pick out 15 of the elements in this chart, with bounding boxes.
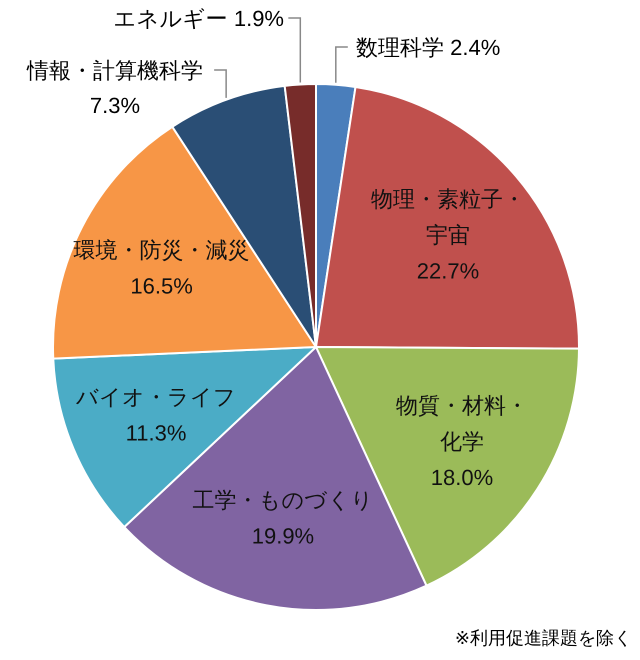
slice-label: 数理科学 2.4% — [356, 35, 500, 60]
slice-label: 環境・防災・減災 — [74, 238, 250, 263]
data-label: 19.9% — [252, 523, 314, 548]
slice-label: バイオ・ライフ — [75, 384, 236, 410]
data-label: 16.5% — [130, 274, 193, 299]
data-label: 22.7% — [416, 258, 480, 284]
slice-label: 物質・材料・化学 — [396, 392, 528, 454]
data-label: 18.0% — [430, 464, 494, 490]
slice-label: エネルギー 1.9% — [114, 6, 284, 31]
data-label: 11.3% — [126, 420, 186, 446]
data-label: 7.3% — [90, 93, 140, 118]
slice-label: 物理・素粒子・宇宙 — [370, 186, 525, 248]
text: ※利用促進課題を除く — [454, 628, 632, 648]
slice-label: 工学・ものづくり — [192, 487, 374, 512]
slice-label: 情報・計算機科学 — [26, 58, 203, 83]
